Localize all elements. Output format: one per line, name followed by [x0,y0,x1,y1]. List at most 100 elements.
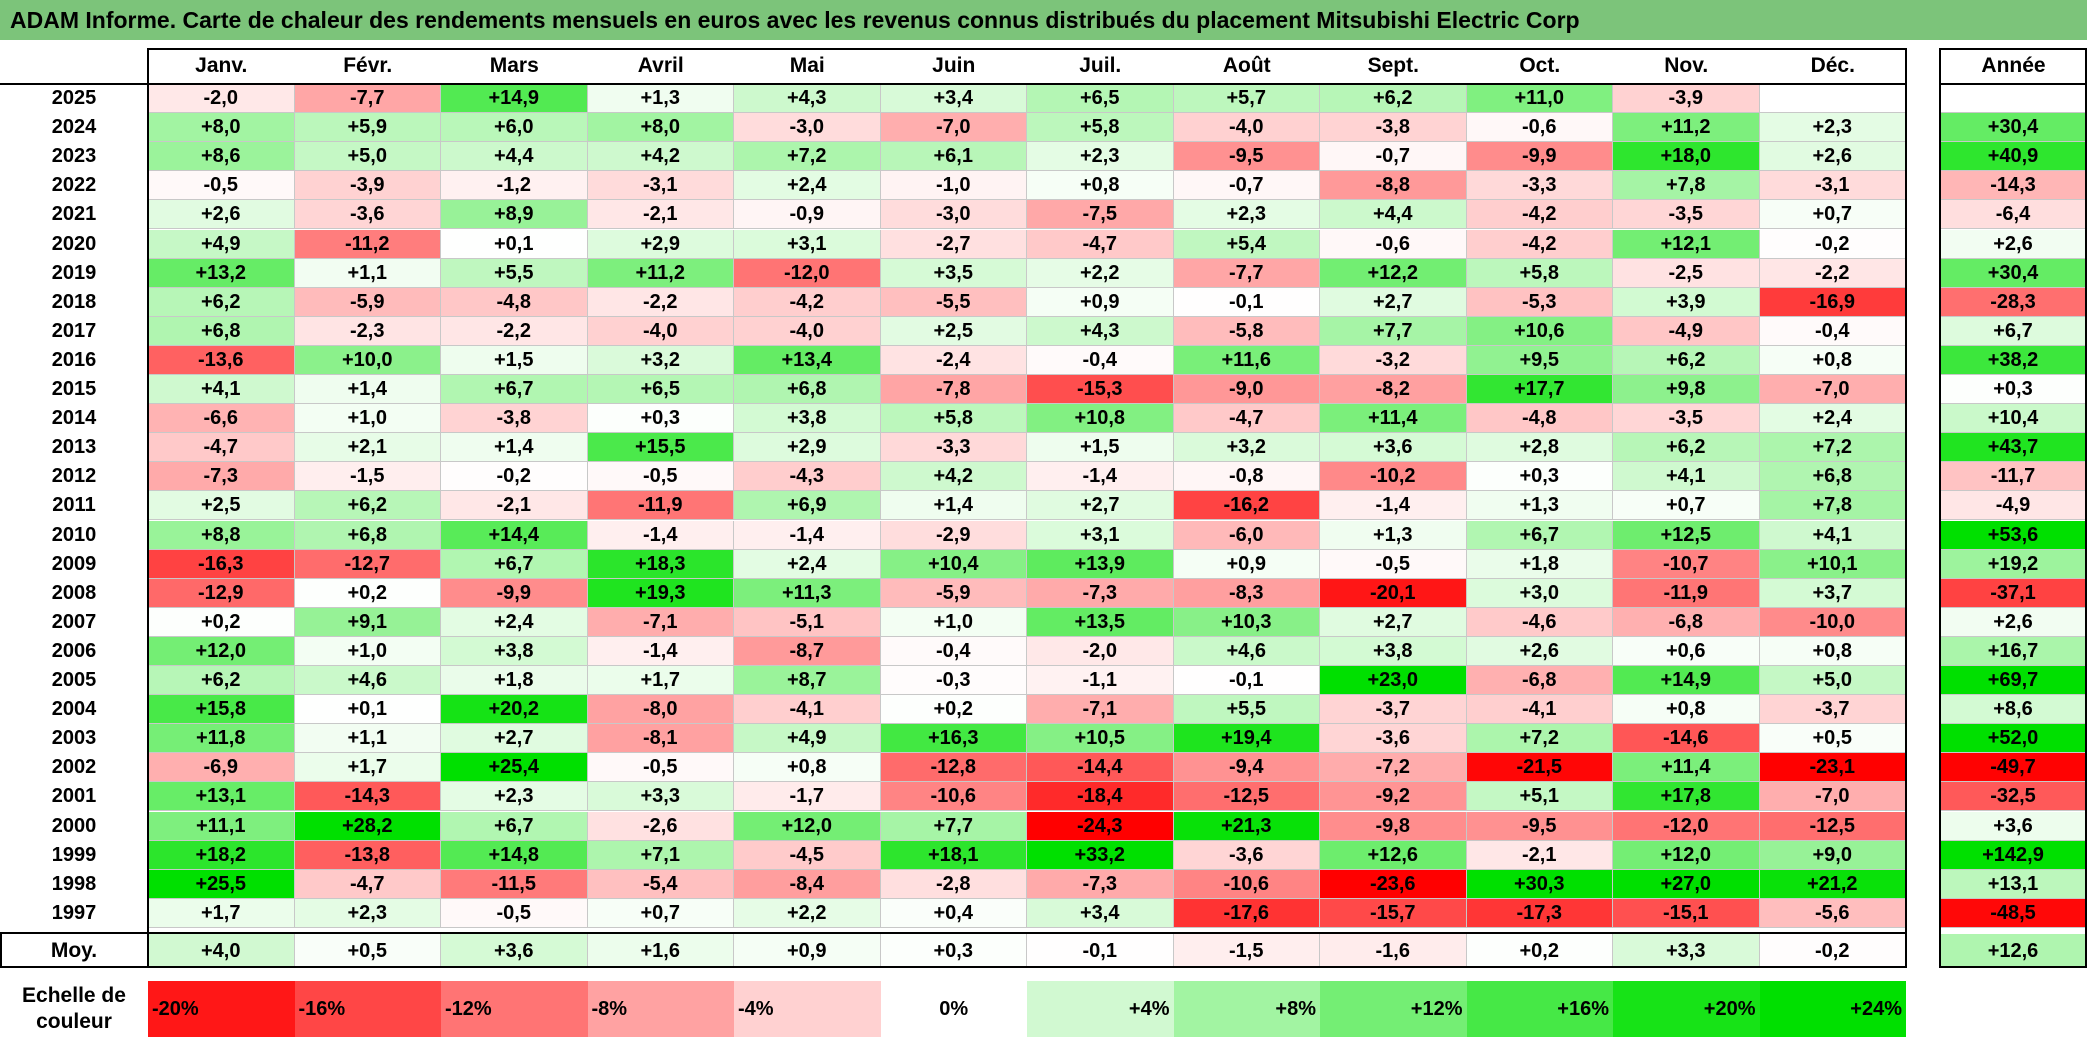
heatmap-cell: +4,9 [148,229,295,259]
heatmap-cell: -3,0 [734,113,881,143]
annual-cell: +16,7 [1940,636,2087,666]
heatmap-cell: +3,8 [1320,636,1467,666]
heatmap-cell: -4,2 [734,287,881,317]
color-scale-swatch: +8% [1173,981,1320,1037]
heatmap-cell: +5,5 [441,258,588,288]
heatmap-cell: +7,2 [1466,724,1613,754]
heatmap-cell: +14,8 [441,840,588,870]
annual-cell: +30,4 [1940,258,2087,288]
heatmap-cell: +2,7 [1320,607,1467,637]
heatmap-cell: +5,7 [1173,84,1320,114]
heatmap-cell: -3,7 [1320,695,1467,725]
heatmap-cell: -12,9 [148,578,295,608]
heatmap-cell: +2,2 [1027,258,1174,288]
annual-header-underline [1940,83,2087,85]
heatmap-cell: -1,7 [734,782,881,812]
annual-cell: +38,2 [1940,345,2087,375]
heatmap-cell: +11,1 [148,811,295,841]
heatmap-cell: +7,7 [1320,316,1467,346]
heatmap-cell: +6,5 [587,375,734,405]
heatmap-cell: +5,1 [1466,782,1613,812]
heatmap-cell: +8,9 [441,200,588,230]
heatmap-cell: +1,3 [1320,520,1467,550]
heatmap-cell: +11,6 [1173,345,1320,375]
month-header: Janv. [148,48,295,84]
heatmap-cell: -10,6 [1173,869,1320,899]
heatmap-cell: +8,7 [734,666,881,696]
heatmap-cell: +17,8 [1613,782,1760,812]
heatmap-cell: -0,6 [1466,113,1613,143]
annual-cell: +10,4 [1940,404,2087,434]
heatmap-cell: +7,8 [1613,171,1760,201]
heatmap-cell: -13,6 [148,345,295,375]
heatmap-cell: +3,4 [1027,898,1174,928]
heatmap-cell: +2,4 [734,549,881,579]
average-cell: -1,5 [1173,934,1320,968]
heatmap-cell: -2,4 [880,345,1027,375]
heatmap-cell: +0,3 [587,404,734,434]
heatmap-cell: +2,5 [148,491,295,521]
average-cell: -1,6 [1320,934,1467,968]
heatmap-cell: +9,8 [1613,375,1760,405]
heatmap-cell: +4,2 [880,462,1027,492]
heatmap-cell: +1,7 [587,666,734,696]
heatmap-cell: +1,0 [294,404,441,434]
heatmap-cell: -4,6 [1466,607,1613,637]
year-label: 2021 [51,203,97,226]
heatmap-cell: +0,8 [1759,636,1906,666]
heatmap-cell: -9,2 [1320,782,1467,812]
year-label: 1999 [51,843,97,866]
annual-cell: -11,7 [1940,462,2087,492]
heatmap-cell: -3,9 [294,171,441,201]
heatmap-cell: +3,1 [1027,520,1174,550]
heatmap-cell: +13,5 [1027,607,1174,637]
heatmap-cell: -4,1 [734,695,881,725]
heatmap-cell: +0,2 [294,578,441,608]
heatmap-cell: -12,0 [734,258,881,288]
heatmap-cell: -9,8 [1320,811,1467,841]
average-cell: +3,6 [441,934,588,968]
heatmap-cell: -9,5 [1173,142,1320,172]
year-label: 1998 [51,872,97,895]
heatmap-cell: -15,3 [1027,375,1174,405]
heatmap-cell: -4,8 [1466,404,1613,434]
heatmap-cell: +11,3 [734,578,881,608]
heatmap-cell: -12,5 [1173,782,1320,812]
heatmap-cell: +12,1 [1613,229,1760,259]
heatmap-cell: +1,0 [294,636,441,666]
heatmap-cell: -3,6 [1173,840,1320,870]
year-label: 2010 [51,523,97,546]
heatmap-cell: -5,5 [880,287,1027,317]
year-label: 2002 [51,756,97,779]
year-label: 2020 [51,232,97,255]
heatmap-cell: +2,4 [734,171,881,201]
heatmap-cell: -0,9 [734,200,881,230]
annual-cell: -4,9 [1940,491,2087,521]
average-cell: +0,5 [294,934,441,968]
heatmap-cell: +2,7 [441,724,588,754]
heatmap-cell: +7,2 [734,142,881,172]
heatmap-cell: -15,7 [1320,898,1467,928]
heatmap-cell: -20,1 [1320,578,1467,608]
heatmap-cell: +0,1 [294,695,441,725]
year-label: 2012 [51,465,97,488]
heatmap-cell: +2,3 [1027,142,1174,172]
heatmap-cell: +5,0 [1759,666,1906,696]
heatmap-cell: -7,1 [587,607,734,637]
heatmap-cell: +0,8 [734,753,881,783]
heatmap-cell: +33,2 [1027,840,1174,870]
average-cell: +4,0 [148,934,295,968]
heatmap-cell: +1,7 [294,753,441,783]
heatmap-cell: -12,5 [1759,811,1906,841]
month-header: Déc. [1759,48,1906,84]
annual-header: Année [1940,48,2087,84]
heatmap-cell: +15,5 [587,433,734,463]
heatmap-cell: +2,8 [1466,433,1613,463]
heatmap-cell: -10,0 [1759,607,1906,637]
annual-cell: -14,3 [1940,171,2087,201]
heatmap-cell: +3,3 [587,782,734,812]
heatmap-cell [1759,84,1906,114]
heatmap-cell: +21,2 [1759,869,1906,899]
heatmap-cell: +18,2 [148,840,295,870]
heatmap-cell: -15,1 [1613,898,1760,928]
